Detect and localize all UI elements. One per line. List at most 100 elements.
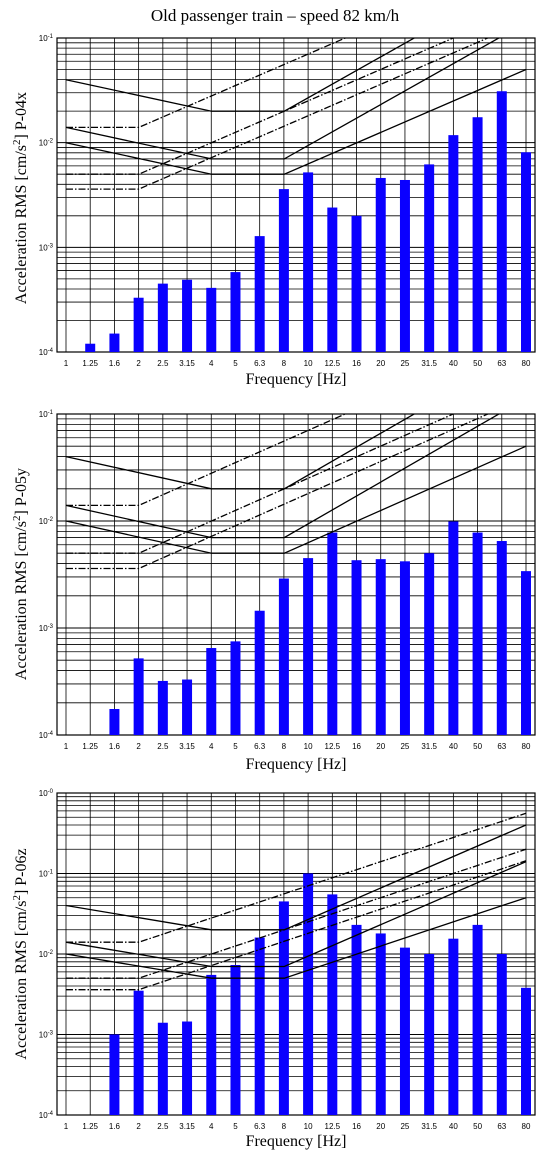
x-tick-label-1.25: 1.25: [82, 1122, 98, 1131]
x-tick-label-63: 63: [497, 742, 506, 751]
x-tick-label-50: 50: [473, 1122, 482, 1131]
bar-10: [303, 558, 314, 735]
bar-1.25: [85, 343, 96, 352]
x-tick-label-16: 16: [352, 1122, 361, 1131]
x-tick-label-5: 5: [233, 1122, 238, 1131]
bar-12.5: [327, 532, 338, 735]
x-tick-label-31.5: 31.5: [421, 359, 437, 368]
bar-6.3: [254, 236, 265, 352]
x-tick-label-31.5: 31.5: [421, 1122, 437, 1131]
bar-16: [351, 560, 362, 735]
bar-50: [472, 532, 483, 735]
bar-10: [303, 172, 314, 352]
y-tick-label: 10-1: [39, 34, 54, 43]
x-tick-label-20: 20: [376, 359, 385, 368]
bar-63: [496, 91, 507, 352]
limit-curve-3: [65, 445, 527, 554]
bar-2: [133, 658, 144, 735]
limit-curve-6: [66, 414, 490, 570]
x-tick-label-5: 5: [233, 742, 238, 751]
bar-16: [351, 215, 362, 352]
x-tick-label-3.15: 3.15: [179, 742, 195, 751]
bar-20: [375, 559, 386, 735]
plot-frame: [56, 792, 536, 1116]
limit-curve-4: [66, 812, 527, 943]
x-tick-label-4: 4: [209, 1122, 214, 1131]
x-tick-label-1.6: 1.6: [109, 1122, 121, 1131]
x-tick-label-4: 4: [209, 742, 214, 751]
bar-3.15: [182, 679, 193, 735]
x-tick-label-25: 25: [400, 359, 409, 368]
bar-25: [399, 179, 410, 352]
y-tick-label: 10-2: [39, 139, 54, 148]
x-tick-label-1: 1: [64, 359, 69, 368]
x-tick-label-8: 8: [282, 742, 287, 751]
bar-1.6: [109, 708, 120, 735]
x-tick-label-8: 8: [282, 1122, 287, 1131]
bar-50: [472, 117, 483, 352]
x-tick-label-20: 20: [376, 742, 385, 751]
x-tick-label-12.5: 12.5: [325, 1122, 341, 1131]
x-tick-label-12.5: 12.5: [325, 359, 341, 368]
bar-2: [133, 297, 144, 352]
x-tick-label-10: 10: [304, 359, 313, 368]
x-tick-label-2.5: 2.5: [157, 1122, 169, 1131]
x-tick-label-25: 25: [400, 1122, 409, 1131]
x-tick-label-50: 50: [473, 359, 482, 368]
limit-curve-6: [66, 860, 527, 991]
x-tick-label-1.6: 1.6: [109, 359, 121, 368]
limit-curve-5: [66, 414, 455, 554]
bar-20: [375, 177, 386, 352]
plot-frame: [56, 37, 536, 353]
bar-40: [448, 521, 459, 735]
chart-panel-2: 10-4 10-3 10-2 10-1 1 1.25 1.6 2 2.5 3.15 4 5 6.3 8 10…: [11, 410, 536, 773]
bar-4: [206, 648, 217, 735]
y-axis-label: Acceleration RMS [cm/s2] P-04x: [11, 92, 30, 304]
bar-4: [206, 974, 217, 1115]
chart-panel-1: 10-4 10-3 10-2 10-1 1 1.25 1.6 2 2.5 3.15 4 5 6.3 8 10…: [11, 34, 536, 388]
bar-25: [399, 561, 410, 735]
y-tick-label: 10-3: [39, 624, 54, 633]
x-tick-label-1.6: 1.6: [109, 742, 121, 751]
y-tick-label: 10-0: [39, 789, 54, 798]
x-tick-label-40: 40: [449, 1122, 458, 1131]
y-tick-label: 10-4: [39, 348, 54, 357]
bar-1.6: [109, 1034, 120, 1115]
x-tick-label-6.3: 6.3: [254, 742, 266, 751]
bar-80: [521, 987, 531, 1115]
y-tick-label: 10-1: [39, 870, 54, 879]
x-tick-label-80: 80: [522, 1122, 531, 1131]
x-tick-label-2.5: 2.5: [157, 359, 169, 368]
limit-curve-3: [65, 897, 527, 979]
bar-2.5: [157, 283, 168, 352]
limit-curve-4: [66, 414, 347, 507]
x-tick-label-80: 80: [522, 742, 531, 751]
limit-curve-1: [65, 38, 416, 112]
bar-1.6: [109, 333, 120, 352]
y-tick-label: 10-3: [39, 1031, 54, 1040]
bar-5: [230, 641, 241, 735]
bar-8: [278, 189, 289, 352]
bar-8: [278, 901, 289, 1115]
x-tick-label-1: 1: [64, 1122, 69, 1131]
bar-12.5: [327, 894, 338, 1115]
limit-curve-5: [66, 848, 527, 979]
bar-31.5: [424, 553, 435, 735]
bar-5: [230, 272, 241, 352]
limit-curve-5: [66, 38, 455, 175]
bar-25: [399, 947, 410, 1115]
y-tick-label: 10-2: [39, 950, 54, 959]
x-tick-label-6.3: 6.3: [254, 359, 266, 368]
bar-31.5: [424, 954, 435, 1115]
bar-3.15: [182, 279, 193, 352]
chart-panel-3: 10-4 10-3 10-2 10-1 10-0 1 1.25 1.6 2 2.5 3.15 4 5 6.…: [11, 789, 536, 1150]
bar-6.3: [254, 937, 265, 1115]
x-tick-label-31.5: 31.5: [421, 742, 437, 751]
y-tick-label: 10-2: [39, 517, 54, 526]
x-tick-label-63: 63: [497, 359, 506, 368]
bar-80: [521, 152, 531, 352]
bar-2.5: [157, 680, 168, 735]
bar-40: [448, 135, 459, 352]
x-tick-label-40: 40: [449, 359, 458, 368]
x-tick-label-20: 20: [376, 1122, 385, 1131]
